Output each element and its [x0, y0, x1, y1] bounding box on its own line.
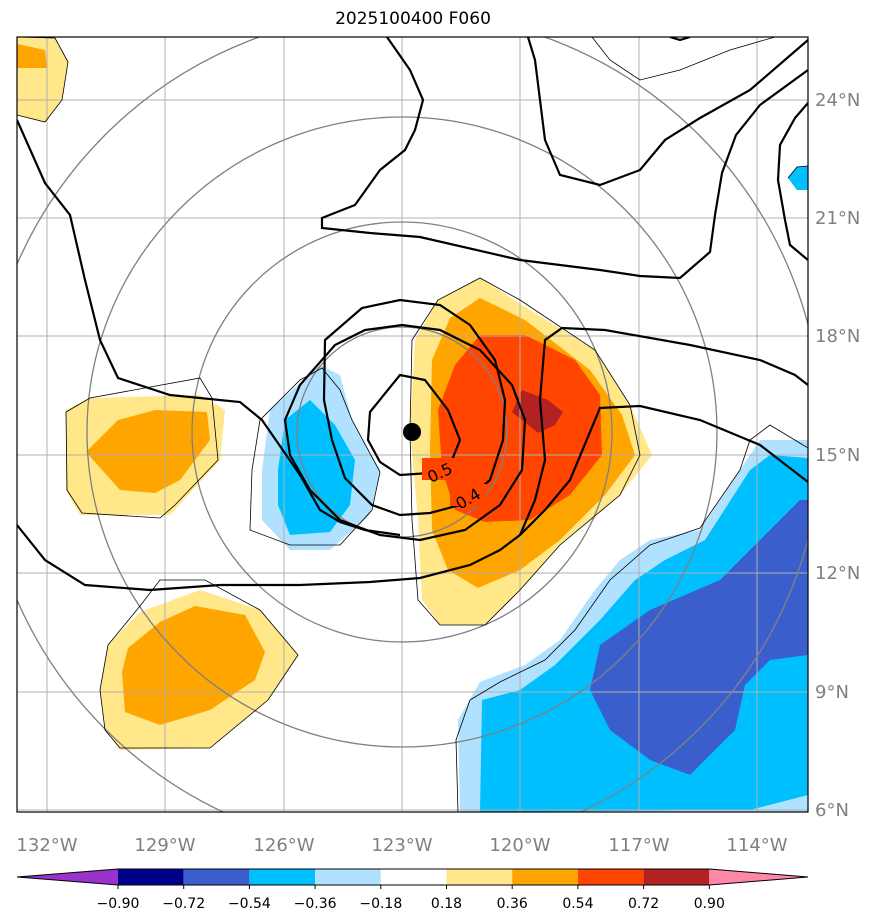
thin-contour-top-left — [17, 37, 69, 123]
lat-tick-labels: 6°N 9°N 12°N 15°N 18°N 21°N 24°N — [815, 90, 860, 821]
colorbar-extend-high — [709, 869, 808, 885]
colorbar-label-6: 0.18 — [431, 896, 462, 912]
lat-tick-15N: 15°N — [815, 445, 860, 466]
colorbar-segment-7 — [512, 869, 578, 885]
colorbar-label-7: 0.36 — [497, 896, 528, 912]
thick-contours — [17, 37, 808, 592]
lon-tick-114W: 114°W — [726, 835, 787, 856]
thick-contour-east — [518, 326, 808, 536]
thin-contour-bottom-left — [99, 579, 299, 749]
chart-title: 2025100400 F060 — [335, 9, 491, 29]
thick-contour-south — [17, 404, 808, 592]
thin-contour-right-spot — [787, 165, 808, 179]
colorbar-segment-6 — [446, 869, 513, 885]
fill-top-left-orange — [17, 44, 47, 68]
lat-tick-6N: 6°N — [815, 800, 849, 821]
plot-frame — [16, 36, 809, 813]
storm-center-marker — [403, 423, 421, 441]
range-ring-2 — [191, 221, 613, 643]
lon-tick-123W: 123°W — [371, 835, 432, 856]
colorbar-segment-9 — [643, 869, 710, 885]
thin-contour-center-cold — [249, 367, 381, 546]
colorbar-label-2: −0.72 — [162, 896, 205, 912]
thick-contour-right-edge — [776, 102, 808, 261]
thick-contour-04 — [283, 323, 527, 542]
lon-tick-126W: 126°W — [253, 835, 314, 856]
range-ring-3 — [86, 116, 718, 748]
colorbar-segment-5 — [380, 869, 447, 885]
lon-tick-129W: 129°W — [134, 835, 195, 856]
fill-left-blob-orange — [86, 410, 210, 493]
lat-tick-9N: 9°N — [815, 682, 849, 703]
colorbar-label-9: 0.72 — [628, 896, 659, 912]
thin-contours — [17, 37, 808, 812]
colorbar: −0.90 −0.72 −0.54 −0.36 −0.18 0.18 0.36 … — [16, 868, 809, 912]
lon-tick-120W: 120°W — [489, 835, 550, 856]
colorbar-segment-3 — [249, 869, 316, 885]
lon-tick-132W: 132°W — [16, 835, 77, 856]
thick-contour-top-right — [669, 37, 691, 42]
fill-right-cold-spot — [788, 166, 808, 190]
thin-contour-left-blob — [65, 377, 219, 519]
colorbar-extend-low — [17, 869, 118, 885]
colorbar-segment-8 — [577, 869, 644, 885]
lat-tick-24N: 24°N — [815, 90, 860, 111]
thin-contour-top-right — [591, 37, 776, 81]
colorbar-label-1: −0.90 — [97, 896, 140, 912]
colorbar-segment-4 — [315, 869, 381, 885]
colorbar-segment-1 — [118, 869, 184, 885]
lat-tick-12N: 12°N — [815, 563, 860, 584]
colorbar-label-5: −0.18 — [359, 896, 402, 912]
colorbar-label-8: 0.54 — [562, 896, 593, 912]
colorbar-segment-2 — [183, 869, 250, 885]
grid — [17, 37, 808, 812]
lon-tick-labels: 132°W 129°W 126°W 123°W 120°W 117°W 114°… — [16, 835, 787, 856]
thick-contour-05 — [322, 298, 507, 517]
thin-contour-warm — [409, 277, 641, 626]
colorbar-label-10: 0.90 — [694, 896, 725, 912]
thick-contour-north-ridge — [320, 37, 808, 280]
lat-tick-21N: 21°N — [815, 208, 860, 229]
colorbar-label-3: −0.54 — [228, 896, 271, 912]
colorbar-ticks — [117, 885, 710, 889]
thick-contour-wide — [17, 119, 401, 537]
thick-contour-north-2 — [526, 37, 808, 187]
fill-cold-darkblue — [590, 500, 808, 775]
lon-tick-117W: 117°W — [608, 835, 669, 856]
lat-tick-18N: 18°N — [815, 326, 860, 347]
colorbar-label-4: −0.36 — [294, 896, 337, 912]
